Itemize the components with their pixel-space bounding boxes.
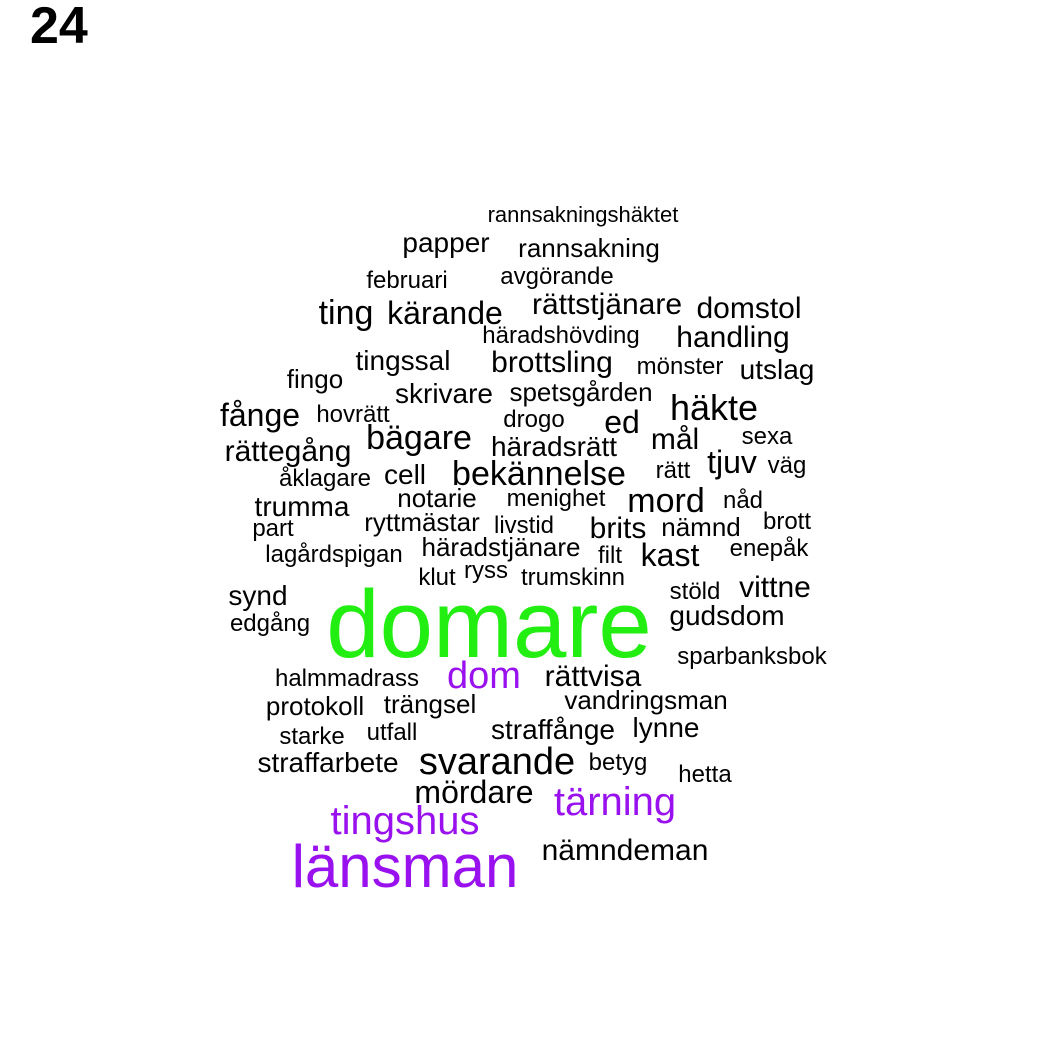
word-42: brits — [589, 512, 647, 545]
word-52: trumskinn — [520, 564, 626, 591]
word-36: mord — [627, 482, 705, 520]
word-78: nämndeman — [541, 834, 709, 867]
word-24: rättegång — [224, 435, 352, 468]
word-60: halmmadrass — [274, 665, 420, 692]
page-number: 24 — [30, 0, 88, 55]
word-38: trumma — [254, 491, 350, 522]
word-17: spetsgården — [509, 377, 653, 407]
word-69: lynne — [632, 712, 700, 743]
word-50: klut — [418, 564, 456, 591]
word-1: papper — [402, 227, 490, 258]
word-26: mål — [650, 423, 700, 456]
word-45: lagårdspigan — [265, 541, 403, 568]
word-10: handling — [676, 321, 790, 354]
word-63: protokoll — [265, 691, 365, 721]
word-77: länsman — [291, 833, 519, 900]
word-4: avgörande — [500, 263, 614, 290]
word-31: bekännelse — [452, 455, 626, 493]
word-67: utfall — [366, 719, 418, 746]
word-55: vittne — [739, 571, 811, 604]
word-54: stöld — [669, 578, 721, 605]
word-29: åklagare — [278, 465, 372, 492]
word-21: drogo — [503, 406, 565, 433]
word-23: bägare — [366, 419, 472, 457]
word-19: fånge — [219, 397, 301, 433]
word-71: svarande — [418, 741, 576, 783]
word-9: häradshövding — [482, 322, 640, 349]
word-32: rätt — [655, 457, 691, 484]
word-35: menighet — [506, 485, 606, 512]
word-30: cell — [383, 459, 427, 490]
word-33: väg — [767, 452, 807, 479]
word-41: livstid — [493, 512, 555, 539]
word-62: rättvisa — [544, 660, 642, 693]
word-57: edgång — [229, 610, 311, 637]
word-39: part — [252, 515, 294, 542]
word-18: häkte — [669, 387, 759, 428]
word-72: betyg — [588, 749, 648, 776]
word-0: rannsakningshäktet — [487, 202, 679, 227]
word-53: synd — [228, 580, 288, 611]
word-3: februari — [366, 267, 448, 294]
word-61: dom — [447, 655, 521, 697]
word-47: filt — [598, 542, 622, 569]
word-14: utslag — [739, 354, 815, 385]
word-5: ting — [318, 294, 374, 332]
word-73: hetta — [678, 761, 732, 788]
word-25: häradsrätt — [490, 431, 618, 462]
word-8: domstol — [696, 292, 802, 325]
word-2: rannsakning — [518, 233, 660, 263]
word-34: notarie — [397, 483, 477, 513]
word-76: tingshus — [330, 799, 480, 843]
word-40: ryttmästar — [364, 507, 480, 537]
word-48: kast — [640, 537, 700, 573]
word-43: nämnd — [661, 512, 741, 542]
word-59: sparbanksbok — [677, 643, 827, 670]
word-51: ryss — [464, 557, 508, 584]
word-11: tingssal — [355, 345, 451, 376]
word-70: straffarbete — [257, 747, 399, 778]
word-56: domare — [326, 571, 652, 678]
word-37: nåd — [722, 487, 764, 514]
word-13: mönster — [636, 353, 724, 380]
word-27: sexa — [741, 423, 793, 450]
word-46: häradstjänare — [421, 532, 581, 562]
word-28: tjuv — [707, 444, 757, 480]
word-74: mördare — [414, 774, 534, 810]
word-6: kärande — [387, 295, 503, 331]
word-12: brottsling — [491, 346, 613, 379]
word-7: rättstjänare — [531, 288, 683, 321]
word-58: gudsdom — [669, 600, 785, 631]
word-64: trängsel — [383, 689, 477, 719]
word-15: fingo — [286, 364, 344, 394]
word-68: straffånge — [490, 714, 616, 745]
word-16: skrivare — [394, 378, 494, 409]
word-66: starke — [279, 723, 345, 750]
word-22: ed — [604, 404, 640, 440]
word-44: brott — [762, 508, 812, 535]
word-75: tärning — [553, 780, 677, 824]
word-65: vandringsman — [564, 685, 728, 715]
word-49: enepåk — [729, 535, 809, 562]
word-20: hovrätt — [316, 401, 390, 428]
